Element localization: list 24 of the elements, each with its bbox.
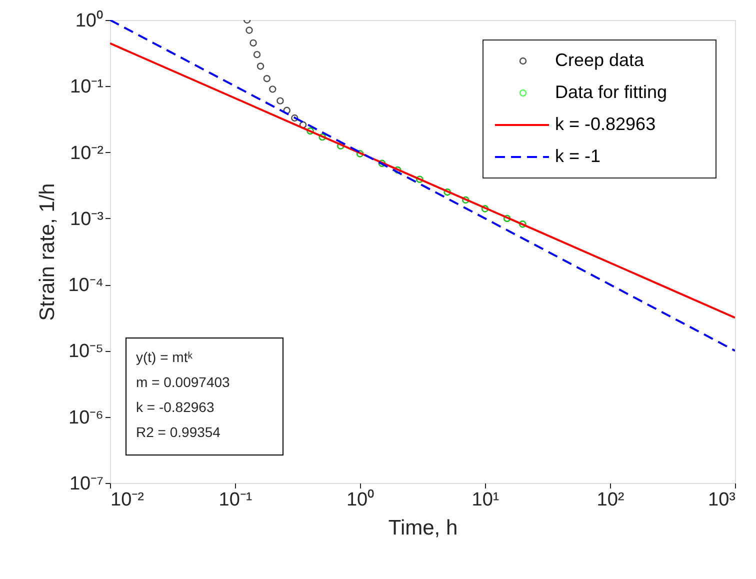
legend-label: Data for fitting <box>555 82 668 102</box>
x-tick-label: 10² <box>596 490 624 510</box>
x-axis-title: Time, h <box>388 516 458 540</box>
annotation: R2 = 0.99354 <box>136 424 221 440</box>
legend-label: k = -1 <box>555 146 601 166</box>
y-tick-label: 10⁻⁶ <box>68 407 104 428</box>
legend-label: Creep data <box>555 50 646 70</box>
annotation: y(t) = mtᵏ <box>136 349 193 365</box>
y-tick-label: 10⁻⁴ <box>68 275 104 296</box>
y-tick-label: 10⁻² <box>70 142 104 164</box>
annotation: m = 0.0097403 <box>136 374 230 390</box>
y-axis-title: Strain rate, 1/h <box>36 183 60 321</box>
annotation: k = -0.82963 <box>136 399 214 415</box>
y-tick-label: 10⁻³ <box>70 208 104 230</box>
y-tick-label: 10⁻¹ <box>70 76 104 98</box>
x-tick-label: 10⁻² <box>110 490 144 510</box>
x-tick-label: 10⁻¹ <box>218 490 252 510</box>
x-tick-label: 10³ <box>708 490 736 510</box>
y-tick-label: 10⁻⁷ <box>69 474 104 494</box>
x-tick-label: 10⁰ <box>346 488 375 510</box>
y-tick-label: 10⁰ <box>75 10 104 32</box>
x-tick-label: 10¹ <box>472 490 500 510</box>
legend-label: k = -0.82963 <box>555 114 656 134</box>
y-tick-label: 10⁻⁵ <box>68 341 104 362</box>
